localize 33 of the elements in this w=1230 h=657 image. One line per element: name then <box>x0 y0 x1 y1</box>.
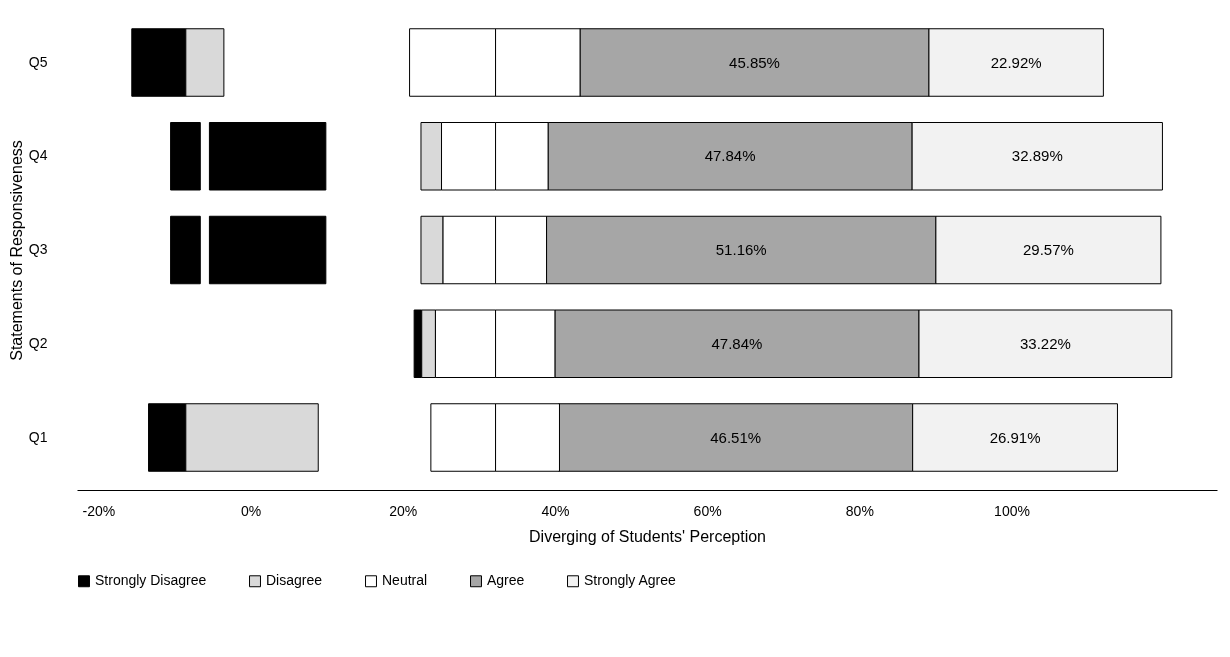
y-tick-label: Q3 <box>28 241 48 257</box>
x-tick-label: 40% <box>541 502 570 519</box>
y-tick-label: Q4 <box>28 147 48 164</box>
y-tick-label: Q5 <box>28 53 48 70</box>
x-tick-label: 0% <box>240 502 262 519</box>
x-tick-label: -20% <box>82 502 116 519</box>
legend-label: Strongly Disagree <box>95 572 207 589</box>
bar <box>208 122 327 191</box>
data-label: 47.84% <box>711 334 763 352</box>
y-tick-label: Q1 <box>28 428 48 445</box>
y-axis-title: Statements of Responsiveness <box>7 140 25 361</box>
data-label: 29.57% <box>1022 241 1074 258</box>
legend-label: Strongly Agree <box>584 572 677 589</box>
legend-label: Agree <box>487 572 525 589</box>
data-label: 26.91% <box>989 428 1041 446</box>
data-label: 46.51% <box>710 428 762 446</box>
legend-label: Disagree <box>266 572 323 589</box>
data-label: 45.85% <box>729 53 780 71</box>
y-tick-label: Q2 <box>28 334 48 351</box>
data-label: 47.84% <box>704 147 756 165</box>
bar <box>208 215 327 285</box>
x-tick-label: 100% <box>994 502 1030 519</box>
bar <box>170 215 201 285</box>
legend-label: Neutral <box>382 572 428 589</box>
x-tick-label: 80% <box>845 502 874 519</box>
x-axis-title: Diverging of Students' Perception <box>529 527 766 545</box>
data-label: 51.16% <box>715 241 767 258</box>
data-label: 32.89% <box>1011 147 1063 165</box>
data-label: 33.22% <box>1019 334 1071 352</box>
data-label: 22.92% <box>990 53 1042 71</box>
bar <box>170 122 201 191</box>
x-tick-label: 20% <box>389 502 418 519</box>
x-tick-label: 60% <box>693 502 722 519</box>
